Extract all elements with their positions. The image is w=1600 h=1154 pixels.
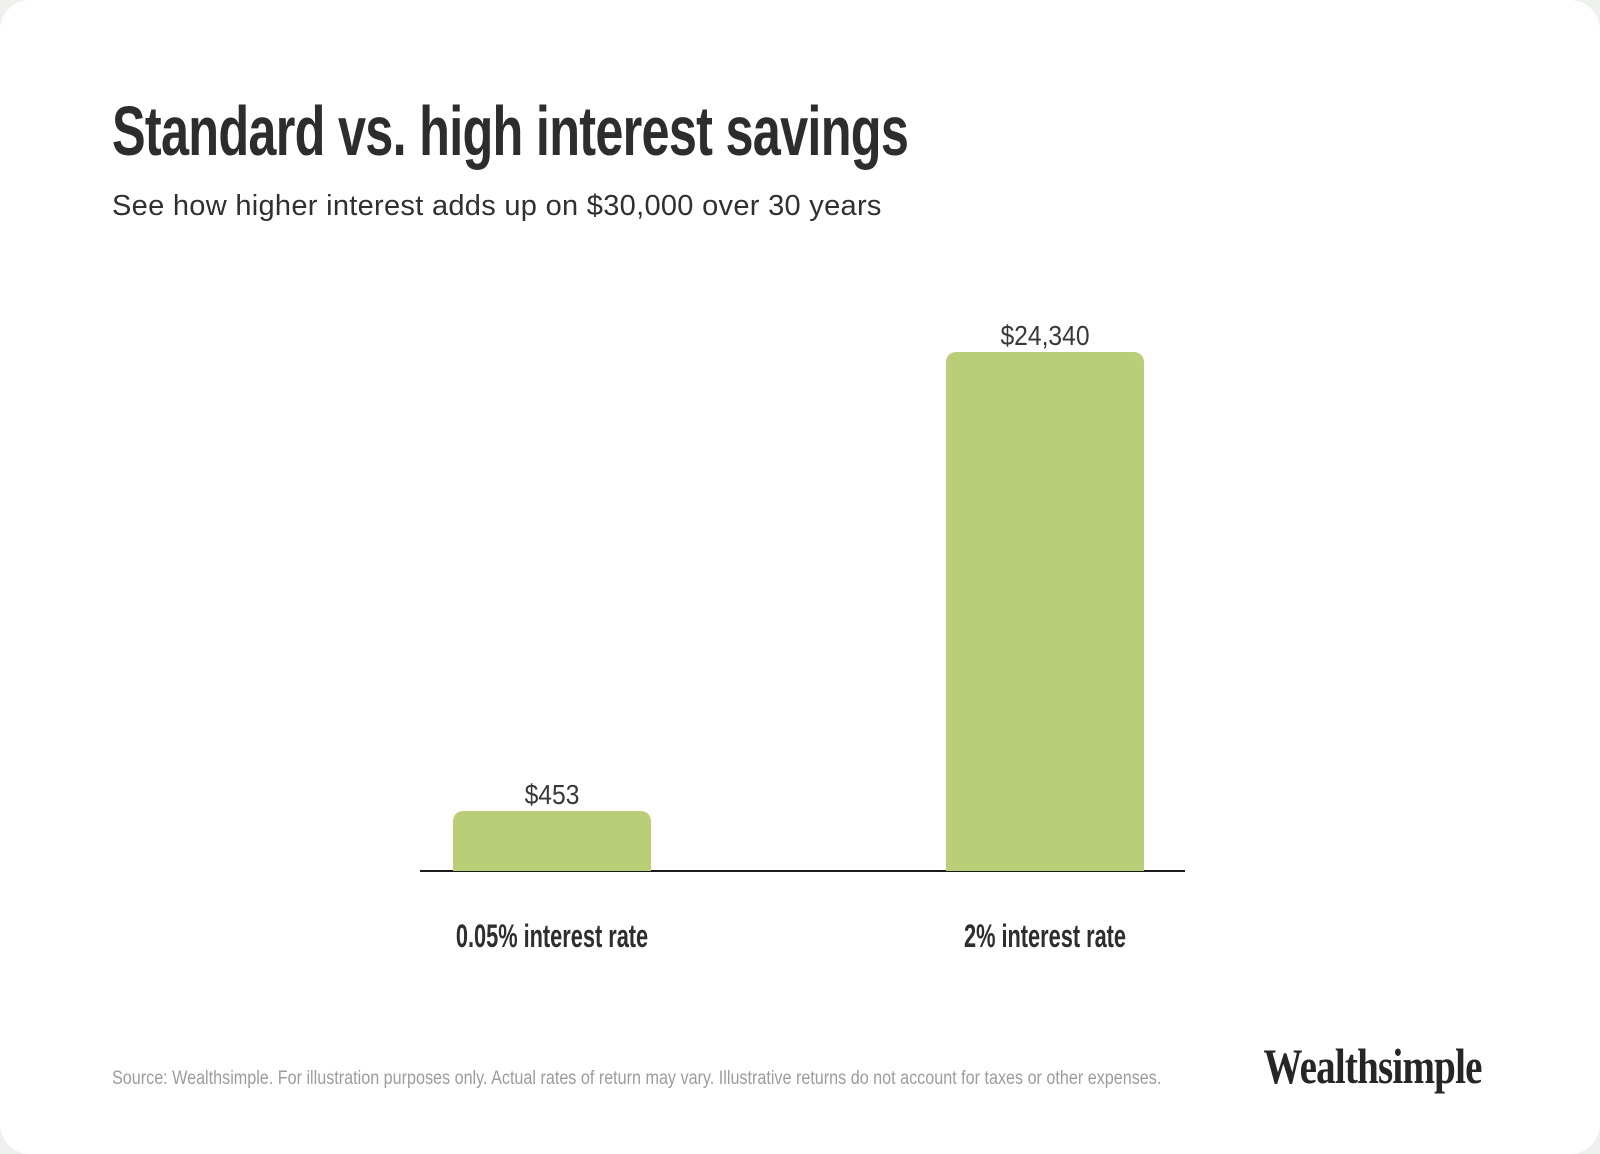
- bar-category-label: 0.05% interest rate: [455, 918, 649, 954]
- bar-chart: $453 0.05% interest rate $24,340 2% interes…: [420, 300, 1185, 954]
- bar-group: $24,340 2% interest rate: [895, 300, 1195, 954]
- wealthsimple-logo: Wealthsimple: [1263, 1038, 1483, 1094]
- bar-category-label: 2% interest rate: [963, 918, 1127, 954]
- bar: [453, 811, 651, 871]
- chart-subtitle: See how higher interest adds up on $30,0…: [112, 190, 882, 222]
- x-axis-line: [420, 870, 1185, 872]
- bar-group: $453 0.05% interest rate: [402, 300, 702, 954]
- bar-value-label: $24,340: [1000, 320, 1090, 351]
- chart-title: Standard vs. high interest savings: [112, 92, 909, 170]
- source-note: Source: Wealthsimple. For illustration p…: [112, 1068, 1162, 1089]
- bar: [946, 352, 1144, 871]
- bar-value-label: $453: [524, 779, 580, 810]
